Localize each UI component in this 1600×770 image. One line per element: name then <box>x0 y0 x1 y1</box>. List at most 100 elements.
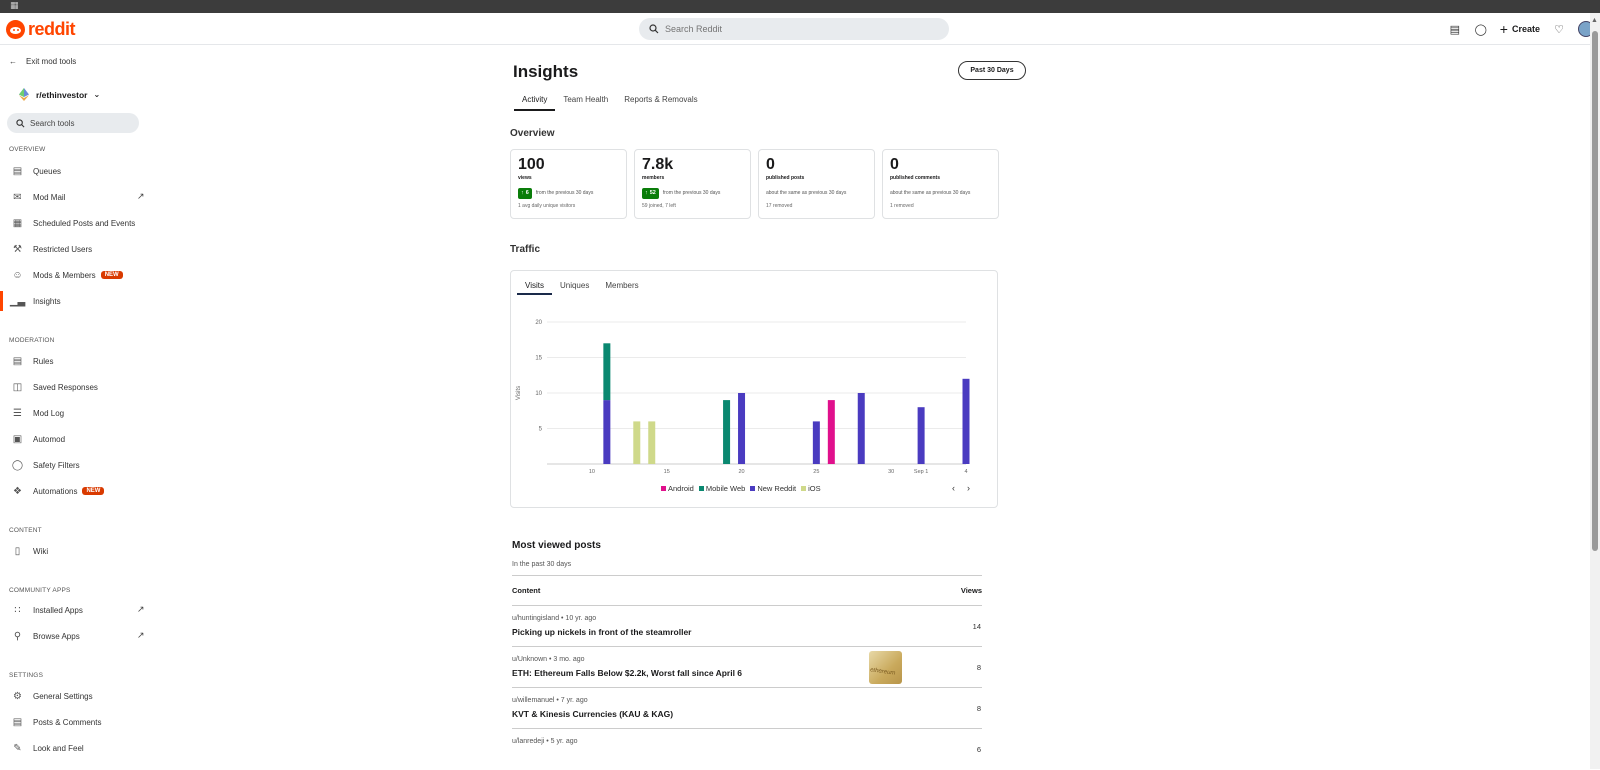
legend-swatch <box>750 486 756 491</box>
bar-android <box>827 400 835 464</box>
list-icon: ☰ <box>13 407 22 419</box>
y-tick-label: 15 <box>535 356 542 362</box>
post-meta: u/lanredeji • 5 yr. ago <box>512 738 578 745</box>
date-range-button[interactable]: Past 30 Days <box>958 61 1026 80</box>
new-badge: NEW <box>100 271 123 279</box>
post-title[interactable]: Picking up nickels in front of the steam… <box>512 627 692 637</box>
advertise-icon[interactable]: ▤ <box>1449 23 1460 36</box>
logo-text: reddit <box>28 19 76 39</box>
stat-sub: 1 removed <box>890 203 914 209</box>
legend-swatch <box>801 486 807 491</box>
bar-new-reddit <box>962 378 970 464</box>
col-views: Views <box>960 586 982 595</box>
search-icon <box>649 24 659 34</box>
stat-card-comments: 0 published comments about the same as p… <box>882 149 999 219</box>
saved-response-icon: ◫ <box>12 381 23 393</box>
tab-team-health[interactable]: Team Health <box>563 95 609 104</box>
table-row[interactable]: u/Unknown • 3 mo. ago ETH: Ethereum Fall… <box>512 647 982 688</box>
sidebar-item-queues[interactable]: ▤ Queues <box>0 161 150 181</box>
stat-sub: 1 avg daily unique visitors <box>518 203 576 209</box>
table-row[interactable]: u/huntingisland • 10 yr. ago Picking up … <box>512 606 982 647</box>
sidebar-item-automod[interactable]: ▣ Automod <box>0 429 150 449</box>
arrow-left-icon: ← <box>9 57 17 66</box>
sidebar-item-installed-apps[interactable]: ∷ Installed Apps <box>0 600 150 620</box>
sidebar-item-label: Automod <box>33 434 66 444</box>
scroll-up-icon[interactable]: ▲ <box>1591 17 1598 24</box>
exit-mod-tools-link[interactable]: ← Exit mod tools <box>9 57 76 66</box>
sidebar-item-mod-log[interactable]: ☰ Mod Log <box>0 403 150 423</box>
post-title[interactable]: KVT & Kinesis Currencies (KAU & KAG) <box>512 709 674 719</box>
post-title[interactable]: ETH: Ethereum Falls Below $2.2k, Worst f… <box>512 668 743 678</box>
sidebar-item-restricted[interactable]: ⚒ Restricted Users <box>0 239 150 259</box>
traffic-card: Visits Uniques Members 5 10 15 20 Visits 10 15… <box>510 270 998 508</box>
stat-value: 100 <box>518 156 545 173</box>
scrollbar-thumb[interactable] <box>1592 31 1598 551</box>
legend-label: Android <box>668 484 694 493</box>
reddit-logo[interactable]: reddit <box>6 19 76 40</box>
chevron-down-icon: ⌄ <box>93 90 101 99</box>
tools-search[interactable]: Search tools <box>7 113 139 133</box>
create-label: Create <box>1511 24 1540 34</box>
notification-bell-icon[interactable]: ♡ <box>1554 23 1564 36</box>
external-link-icon[interactable]: ↗ <box>137 191 145 201</box>
stat-card-members: 7.8k members ↑ 52 from the previous 30 day… <box>634 149 751 219</box>
stat-label: members <box>642 175 665 181</box>
sidebar-item-general-settings[interactable]: ⚙ General Settings <box>0 686 150 706</box>
sidebar-item-saved-responses[interactable]: ◫ Saved Responses <box>0 377 150 397</box>
legend-item[interactable]: New Reddit <box>750 484 796 493</box>
subreddit-switcher[interactable]: r/ethinvestor ⌄ <box>18 88 100 101</box>
external-link-icon[interactable]: ↗ <box>137 630 145 640</box>
post-views: 8 <box>976 663 981 672</box>
change-text: from the previous 30 days <box>535 190 594 196</box>
sidebar-item-insights[interactable]: ▁▃ Insights <box>0 291 150 311</box>
most-viewed-heading: Most viewed posts <box>512 540 601 551</box>
legend-item[interactable]: iOS <box>801 484 821 493</box>
calendar-icon: ▦ <box>12 217 23 229</box>
section-moderation: MODERATION <box>9 337 55 344</box>
tab-reports-removals[interactable]: Reports & Removals <box>624 95 698 104</box>
sidebar-item-mods-members[interactable]: ☺ Mods & Members NEW <box>0 265 150 285</box>
global-search[interactable] <box>639 18 949 40</box>
post-meta: u/willemanuel • 7 yr. ago <box>512 697 588 704</box>
table-row[interactable]: u/willemanuel • 7 yr. ago KVT & Kinesis … <box>512 688 982 729</box>
bar-ios <box>633 421 641 464</box>
exit-label: Exit mod tools <box>26 57 77 66</box>
rules-icon: ▤ <box>12 355 23 367</box>
post-thumbnail[interactable]: ethereum <box>869 651 902 684</box>
sidebar-item-scheduled[interactable]: ▦ Scheduled Posts and Events <box>0 213 150 233</box>
legend-item[interactable]: Android <box>661 484 694 493</box>
chevron-right-icon[interactable]: › <box>967 483 970 493</box>
sidebar-item-label: Insights <box>33 296 61 306</box>
tab-visits[interactable]: Visits <box>517 279 552 295</box>
sidebar-item-automations[interactable]: ❖ Automations NEW <box>0 481 150 501</box>
thumbnail-text: ethereum <box>869 667 896 677</box>
sidebar-item-look-feel[interactable]: ✎ Look and Feel <box>0 738 150 758</box>
x-tick-label: Sep 1 <box>914 469 928 475</box>
sidebar-item-browse-apps[interactable]: ⚲ Browse Apps <box>0 626 150 646</box>
create-button[interactable]: + Create <box>1500 22 1540 36</box>
traffic-heading: Traffic <box>510 244 541 255</box>
chart-pager: ‹ › <box>952 483 970 493</box>
y-tick-label: 20 <box>535 320 542 326</box>
tab-activity[interactable]: Activity <box>514 91 556 111</box>
y-tick-label: 5 <box>539 427 543 433</box>
sidebar-item-rules[interactable]: ▤ Rules <box>0 351 150 371</box>
sidebar-item-wiki[interactable]: ▯ Wiki <box>0 541 150 561</box>
chat-icon[interactable]: ◯ <box>1474 23 1487 36</box>
external-link-icon[interactable]: ↗ <box>137 604 145 614</box>
sidebar-item-mod-mail[interactable]: ✉ Mod Mail <box>0 187 150 207</box>
grid-icon[interactable]: ▦ <box>10 1 19 11</box>
chevron-left-icon[interactable]: ‹ <box>952 483 955 493</box>
sidebar-item-posts-comments[interactable]: ▤ Posts & Comments <box>0 712 150 732</box>
legend-item[interactable]: Mobile Web <box>698 484 745 493</box>
sidebar-item-safety-filters[interactable]: ◯ Safety Filters <box>0 455 150 475</box>
overview-heading: Overview <box>510 128 555 139</box>
shield-icon: ◯ <box>11 459 24 471</box>
tab-uniques[interactable]: Uniques <box>559 281 590 290</box>
tab-members[interactable]: Members <box>605 281 639 290</box>
search-input[interactable] <box>665 24 925 34</box>
table-row[interactable]: u/lanredeji • 5 yr. ago 6 <box>512 729 982 770</box>
page-scrollbar[interactable]: ▲ <box>1590 13 1600 769</box>
sidebar-item-label: Posts & Comments <box>33 717 102 727</box>
reddit-snoo-icon <box>6 20 25 39</box>
